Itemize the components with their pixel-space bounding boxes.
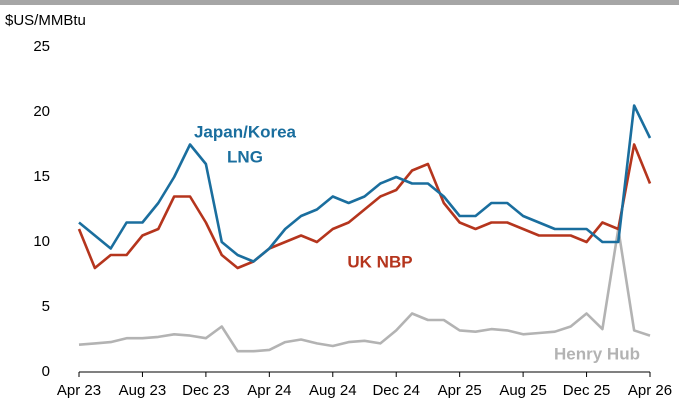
- y-tick-label: 0: [42, 363, 50, 380]
- y-tick-label: 5: [42, 298, 50, 315]
- series-label: Henry Hub: [554, 344, 640, 363]
- series-line: [78, 227, 651, 353]
- y-tick-label: 20: [33, 103, 50, 120]
- x-tick-label: Dec 25: [563, 382, 611, 399]
- x-tick-label: Apr 26: [628, 382, 672, 399]
- x-tick-label: Apr 25: [438, 382, 482, 399]
- y-tick-label: 10: [33, 233, 50, 250]
- series-label: LNG: [227, 147, 263, 166]
- x-tick-label: Apr 24: [247, 382, 291, 399]
- top-bar: [0, 0, 679, 5]
- y-tick-label: 25: [33, 38, 50, 55]
- x-tick-label: Aug 23: [119, 382, 167, 399]
- series-line: [78, 104, 652, 263]
- x-tick-label: Dec 24: [372, 382, 420, 399]
- y-tick-label: 15: [33, 168, 50, 185]
- x-tick-label: Apr 23: [57, 382, 101, 399]
- x-tick-label: Aug 24: [309, 382, 357, 399]
- x-tick-label: Dec 23: [182, 382, 230, 399]
- series-label: Japan/Korea: [194, 122, 297, 141]
- y-axis-label: $US/MMBtu: [5, 12, 86, 29]
- series-line: [77, 143, 652, 270]
- x-tick-label: Aug 25: [499, 382, 547, 399]
- series-label: UK NBP: [347, 252, 412, 271]
